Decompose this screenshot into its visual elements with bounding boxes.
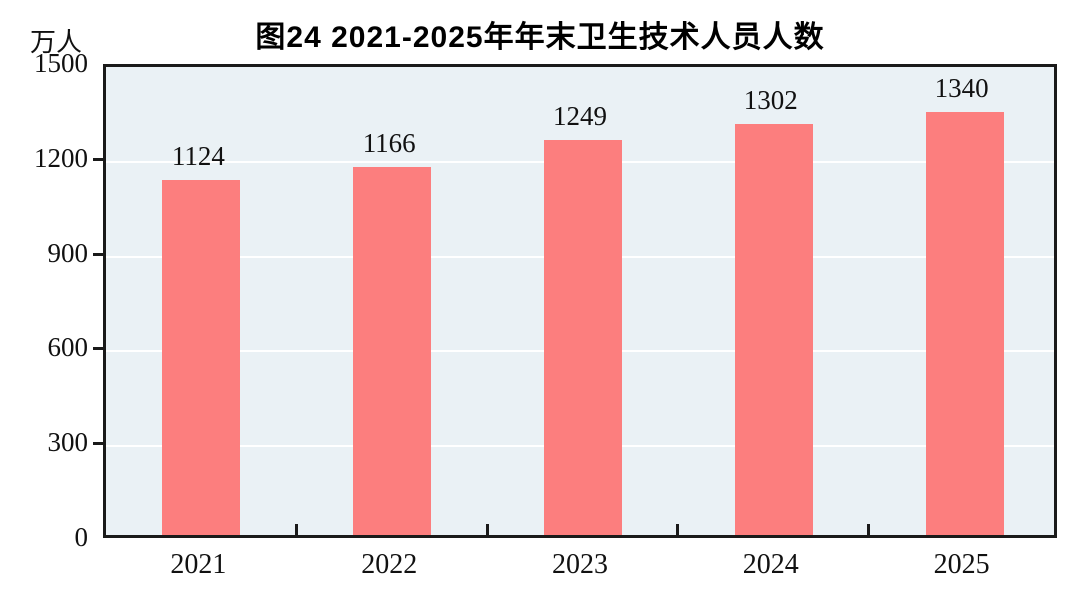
x-axis-tick-mark bbox=[294, 524, 298, 535]
bar-value-label: 1249 bbox=[553, 101, 607, 132]
x-axis-tick-label: 2021 bbox=[170, 549, 227, 580]
y-axis-tick-mark bbox=[93, 252, 103, 256]
y-axis-tick-mark bbox=[93, 347, 103, 351]
plot-area bbox=[103, 64, 1057, 538]
bar-2022 bbox=[353, 166, 432, 535]
bar-2023 bbox=[544, 140, 622, 535]
y-axis-tick-label: 0 bbox=[74, 522, 89, 552]
bar-value-label: 1166 bbox=[362, 127, 416, 158]
bar-value-label: 1340 bbox=[934, 72, 989, 103]
y-axis-tick-label: 600 bbox=[47, 332, 89, 363]
y-axis-tick-label: 1200 bbox=[34, 142, 88, 173]
bar-value-label: 1124 bbox=[171, 140, 225, 171]
bar-2025 bbox=[925, 111, 1004, 535]
x-axis-tick-label: 2024 bbox=[742, 549, 799, 580]
chart-title: 图24 2021-2025年年末卫生技术人员人数 bbox=[255, 21, 825, 54]
bar-2024 bbox=[734, 123, 813, 535]
y-axis-tick-label: 900 bbox=[47, 237, 89, 268]
x-axis-tick-label: 2022 bbox=[361, 549, 418, 580]
x-axis-tick-mark bbox=[485, 524, 489, 535]
x-axis-tick-label: 2025 bbox=[933, 549, 990, 580]
x-axis-tick-label: 2023 bbox=[552, 549, 608, 580]
bar-value-label: 1302 bbox=[743, 84, 798, 115]
bar-2021 bbox=[162, 179, 241, 535]
y-axis-tick-mark bbox=[93, 442, 103, 446]
y-axis-tick-label: 1500 bbox=[34, 48, 88, 78]
y-axis-tick-mark bbox=[93, 157, 103, 161]
x-axis-tick-mark bbox=[676, 524, 680, 535]
y-axis-unit-label: 万人 bbox=[30, 28, 83, 57]
x-axis-tick-mark bbox=[867, 524, 871, 535]
y-axis-tick-label: 300 bbox=[47, 427, 89, 458]
